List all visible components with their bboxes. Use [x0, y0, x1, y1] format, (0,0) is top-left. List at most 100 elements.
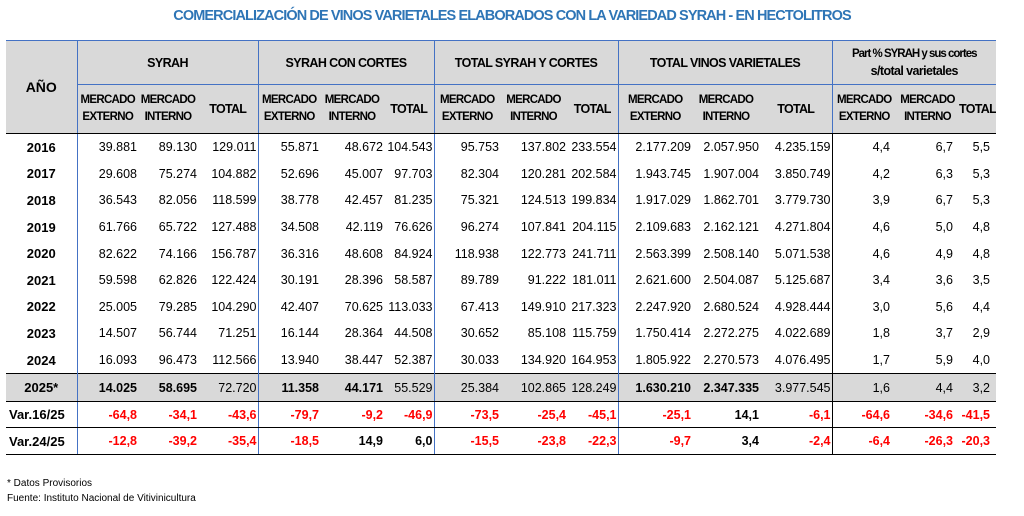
subheader-interno-label: INTERNO	[328, 111, 377, 123]
value-cell: 36.543	[76, 187, 138, 214]
value-cell: 118.599	[212, 193, 257, 208]
group-header-participation: Part % SYRAH y sus cortes s/total variet…	[831, 40, 997, 85]
value-cell: 137.802	[520, 140, 566, 155]
variation-label-cell: Var.24/25	[6, 427, 77, 455]
value-cell: 71.251	[218, 326, 257, 341]
value-cell: 181.011	[572, 273, 617, 288]
table-row: 2019 61.766 65.722 127.488 34.508 42.119 76.62…	[6, 213, 996, 241]
value-cell: 38.778	[257, 187, 320, 214]
value-cell: 1.917.029	[617, 187, 692, 214]
value-cell: 233.554	[571, 140, 617, 155]
value-cell: 89.789	[433, 266, 500, 294]
year-cell: 2023	[26, 325, 56, 341]
value-cell: 128.249	[567, 373, 618, 402]
table-title: COMERCIALIZACIÓN DE VINOS VARIETALES ELA…	[173, 8, 851, 24]
value-cell: 164.953	[571, 353, 617, 368]
value-cell: 113.033	[388, 299, 433, 314]
value-cell: 81.235	[394, 193, 433, 208]
value-cell: 5,5	[972, 140, 991, 155]
value-cell: 44.508	[394, 326, 433, 341]
subheader-total: TOTAL	[198, 84, 258, 134]
table-row: 2020 82.622 74.166 156.787 36.316 48.608 84.92…	[6, 240, 996, 267]
value-cell: -2,4	[760, 427, 832, 455]
subheader-total: TOTAL	[384, 84, 434, 134]
variation-row: Var.24/25 -12,8 -39,2 -35,4 -18,5 14,9 6,0 -15,…	[6, 427, 997, 455]
year-cell: 2021	[26, 272, 56, 288]
value-cell: 14,9	[320, 427, 384, 455]
value-cell: 14.507	[76, 320, 138, 347]
value-cell: 28.396	[344, 273, 383, 288]
table-row: 2018 36.543 82.056 118.599 38.778 42.457 81.23…	[6, 187, 996, 214]
value-cell: 95.753	[433, 133, 500, 161]
group-header-syrah: SYRAH	[76, 40, 258, 85]
value-cell: -20,3	[959, 427, 997, 455]
value-cell: 4.022.689	[774, 326, 831, 341]
value-cell: 30.652	[433, 320, 500, 347]
value-cell: 107.841	[520, 220, 566, 235]
value-cell: 5,9	[935, 353, 953, 368]
participation-header-line-2: s/total varietales	[870, 63, 959, 78]
value-cell: -39,2	[138, 427, 198, 455]
value-cell: 2.563.399	[617, 240, 692, 267]
value-cell: 67.413	[433, 293, 500, 321]
value-cell: -25,1	[617, 401, 692, 429]
year-cell: 2016	[26, 139, 56, 155]
variation-label-cell: Var.16/25	[6, 401, 77, 429]
value-cell: 4,8	[972, 220, 991, 235]
value-cell: 6,7	[935, 193, 953, 208]
value-cell: 3.779.730	[774, 193, 831, 208]
value-cell: 1.862.701	[703, 193, 759, 208]
value-cell: 76.626	[394, 220, 433, 235]
value-cell: 79.285	[158, 299, 197, 314]
value-cell: 4,0	[972, 353, 991, 368]
year-cell: 2020	[26, 246, 56, 262]
value-cell: 14.025	[76, 373, 138, 402]
value-cell: 3.850.749	[774, 166, 831, 181]
value-cell: -25,4	[500, 401, 567, 429]
value-cell: 2.247.920	[617, 293, 692, 321]
value-cell: 5.125.687	[774, 273, 831, 288]
value-cell: 39.881	[76, 133, 138, 161]
value-cell: 36.316	[257, 240, 320, 267]
subheader-mercado-interno: MERCADO INTERNO	[500, 84, 567, 134]
year-header: AÑO	[6, 40, 77, 134]
value-cell: 4,6	[831, 213, 896, 241]
value-cell: -9,7	[617, 427, 692, 455]
value-cell: 89.130	[158, 140, 197, 155]
value-cell: -34,1	[138, 401, 198, 429]
value-cell: -18,5	[257, 427, 320, 455]
value-cell: 52.387	[394, 353, 433, 368]
footnote-source: Fuente: Instituto Nacional de Vitivinicu…	[7, 493, 196, 504]
value-cell: 74.166	[158, 246, 197, 261]
subheader-mercado-externo: MERCADO EXTERNO	[617, 84, 692, 134]
provisional-row: 2025* 14.025 58.695 72.720 11.358 44.171 55.52…	[6, 373, 997, 402]
subheader-mercado-label: MERCADO	[698, 94, 754, 106]
value-cell: 44.171	[320, 373, 384, 402]
value-cell: 14,1	[692, 401, 760, 429]
value-cell: 4,4	[972, 299, 991, 314]
value-cell: 5,3	[972, 193, 991, 208]
subheader-mercado-label: MERCADO	[506, 94, 561, 106]
value-cell: 1.750.414	[617, 320, 692, 347]
subheader-total: TOTAL	[567, 84, 618, 134]
value-cell: 156.787	[211, 246, 257, 261]
subheader-interno-label: INTERNO	[510, 111, 558, 123]
subheader-mercado-interno: MERCADO INTERNO	[692, 84, 760, 134]
value-cell: 85.108	[527, 326, 566, 341]
value-cell: 48.672	[344, 140, 383, 155]
value-cell: 25.005	[76, 293, 138, 321]
value-cell: 4,4	[831, 133, 896, 161]
value-cell: -12,8	[76, 427, 138, 455]
value-cell: 91.222	[527, 273, 566, 288]
value-cell: 29.608	[76, 160, 138, 188]
table-row: 2017 29.608 75.274 104.882 52.696 45.007 97.70…	[6, 160, 996, 188]
year-cell: 2019	[26, 219, 56, 235]
value-cell: 16.093	[76, 346, 138, 374]
value-cell: 4,2	[831, 160, 896, 188]
subheader-mercado-label: MERCADO	[900, 94, 955, 106]
value-cell: 127.488	[211, 220, 257, 235]
value-cell: 122.773	[520, 246, 566, 261]
value-cell: 1,7	[831, 346, 896, 374]
subheader-interno-label: INTERNO	[702, 111, 751, 123]
value-cell: 217.323	[571, 299, 617, 314]
